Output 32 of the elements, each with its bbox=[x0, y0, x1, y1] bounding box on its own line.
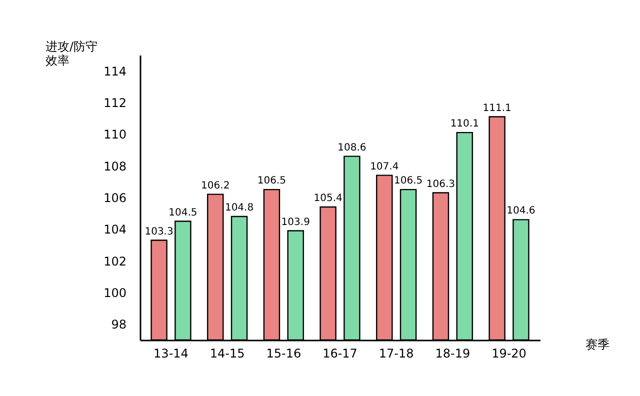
x-tick-label: 19-20 bbox=[492, 346, 526, 360]
data-label: 104.5 bbox=[168, 207, 198, 218]
data-label: 106.2 bbox=[201, 180, 230, 192]
y-tick-label: 108 bbox=[104, 159, 126, 174]
data-label: 106.3 bbox=[426, 178, 456, 190]
y-tick-label: 114 bbox=[104, 64, 126, 78]
data-label: 103.9 bbox=[281, 216, 310, 228]
y-tick-label: 102 bbox=[104, 254, 126, 268]
y-tick-label: 112 bbox=[104, 96, 126, 110]
y-axis-title: 进攻/防守效率 bbox=[46, 40, 98, 68]
y-tick-label: 110 bbox=[104, 128, 126, 142]
x-tick-label: 15-16 bbox=[266, 346, 302, 360]
x-axis-title: 赛季 bbox=[586, 338, 610, 352]
y-tick-label: 100 bbox=[104, 286, 126, 300]
data-label: 107.4 bbox=[370, 161, 399, 172]
x-tick-label: 17-18 bbox=[378, 346, 414, 360]
y-tick-label: 106 bbox=[104, 191, 126, 205]
x-tick-label: 14-15 bbox=[210, 346, 245, 360]
y-tick-label: 98 bbox=[111, 318, 126, 332]
x-tick-label: 13-14 bbox=[154, 346, 188, 360]
data-label: 111.1 bbox=[482, 102, 512, 114]
data-label: 103.3 bbox=[144, 226, 174, 238]
data-label: 106.5 bbox=[257, 176, 286, 187]
y-tick-label: 104 bbox=[104, 222, 126, 237]
data-label: 104.6 bbox=[506, 206, 536, 217]
data-label: 108.6 bbox=[338, 142, 366, 154]
data-label: 105.4 bbox=[314, 193, 342, 204]
x-tick-label: 18-19 bbox=[435, 346, 470, 360]
data-label: 104.8 bbox=[224, 202, 254, 214]
data-label: 110.1 bbox=[450, 118, 479, 130]
x-tick-label: 16-17 bbox=[322, 346, 358, 360]
data-label: 106.5 bbox=[394, 176, 423, 187]
